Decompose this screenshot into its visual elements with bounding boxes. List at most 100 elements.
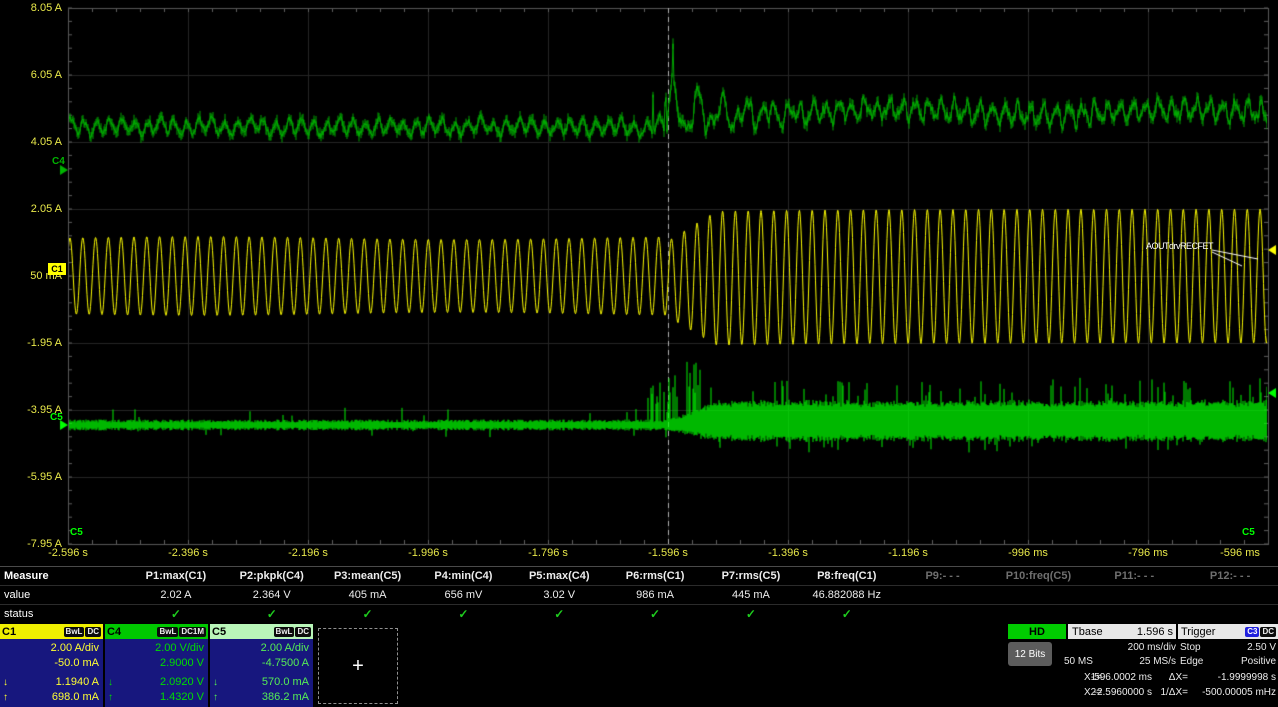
descriptor-line-text: 2.00 A/div: [51, 642, 99, 654]
waveform-annotation-label: AOUTdrvRECFET: [1146, 241, 1213, 251]
measure-status-ok-icon: ✓: [511, 607, 607, 621]
measure-param-header[interactable]: P10:freq(C5): [991, 570, 1087, 582]
descriptor-title: C5: [212, 626, 226, 638]
x-axis-label: -996 ms: [1008, 547, 1048, 559]
descriptor-badge: BwL: [157, 627, 178, 637]
descriptor-offset: 2.9000 V: [105, 656, 208, 671]
measure-value: 46.882088 Hz: [799, 589, 895, 601]
adc-bits-label: 12 Bits: [1015, 649, 1046, 660]
x-axis-label: -596 ms: [1220, 547, 1260, 559]
y-axis-label: 2.05 A: [2, 203, 62, 215]
cursor-invdx-label: 1/ΔX=: [1160, 687, 1188, 698]
measure-value: 986 mA: [607, 589, 703, 601]
timebase-sampling: 50 MS 25 MS/s: [1064, 656, 1176, 667]
measure-param-header[interactable]: P8:freq(C1): [799, 570, 895, 582]
trigger-type: Edge: [1180, 656, 1203, 667]
waveform-display: 8.05 A6.05 A4.05 A2.05 A50 mA-1.95 A-3.9…: [0, 0, 1278, 564]
x-axis-label: -2.396 s: [168, 547, 208, 559]
descriptor-header: C4 BwLDC1M: [105, 624, 208, 639]
trigger-box[interactable]: Trigger C3 DC: [1178, 624, 1278, 639]
waveform-canvas: [0, 0, 1278, 546]
descriptor-title: C4: [107, 626, 121, 638]
measure-value-row: value2.02 A2.364 V405 mA656 mV3.02 V986 …: [0, 586, 1278, 605]
descriptor-line-text: 2.00 A/div: [261, 642, 309, 654]
measure-param-header[interactable]: P2:pkpk(C4): [224, 570, 320, 582]
adc-bits-box: 12 Bits: [1008, 642, 1052, 666]
measure-param-header[interactable]: P12:- - -: [1182, 570, 1278, 582]
y-axis-label: -5.95 A: [2, 471, 62, 483]
x-axis-label: -2.196 s: [288, 547, 328, 559]
descriptor-header: C5 BwLDC: [210, 624, 313, 639]
descriptor-badge: DC: [85, 627, 101, 637]
x-axis-label: -1.996 s: [408, 547, 448, 559]
descriptor-badges: BwLDC: [64, 627, 101, 637]
corner-channel-label: C5: [70, 527, 83, 538]
measure-status-ok-icon: ✓: [320, 607, 416, 621]
measure-value: 3.02 V: [511, 589, 607, 601]
sample-count: 50 MS: [1064, 656, 1093, 667]
measure-status-ok-icon: ✓: [799, 607, 895, 621]
trigger-label: Trigger: [1178, 626, 1215, 638]
descriptor-badge: DC1M: [179, 627, 206, 637]
trigger-mode: Stop: [1180, 642, 1201, 653]
measure-status-ok-icon: ✓: [416, 607, 512, 621]
channel-marker-c4[interactable]: C4: [52, 156, 65, 167]
channel-marker-c5[interactable]: C5: [50, 412, 63, 423]
channel-marker-c1[interactable]: C1: [48, 263, 66, 275]
descriptor-badges: BwLDC: [274, 627, 311, 637]
timebase-box[interactable]: Tbase 1.596 s: [1068, 624, 1176, 639]
measure-header-row: MeasureP1:max(C1)P2:pkpk(C4)P3:mean(C5)P…: [0, 567, 1278, 586]
descriptor-offset: -4.7500 A: [210, 656, 313, 671]
sample-rate: 25 MS/s: [1139, 656, 1176, 667]
descriptor-badge: BwL: [64, 627, 85, 637]
measure-param-header[interactable]: P11:- - -: [1086, 570, 1182, 582]
descriptor-line-text: 2.9000 V: [160, 657, 204, 669]
measure-param-header[interactable]: P5:max(C4): [511, 570, 607, 582]
measure-status-ok-icon: ✓: [224, 607, 320, 621]
x-axis-label: -1.396 s: [768, 547, 808, 559]
measure-param-header[interactable]: P7:rms(C5): [703, 570, 799, 582]
timebase-scale: 200 ms/div: [1058, 642, 1176, 653]
y-axis-label: 6.05 A: [2, 69, 62, 81]
descriptor-scale: 2.00 A/div: [210, 641, 313, 656]
trigger-status-row: Stop 2.50 V: [1180, 642, 1276, 653]
cursor-dx-label: ΔX=: [1169, 672, 1188, 683]
x-axis-label: -796 ms: [1128, 547, 1168, 559]
measure-param-header[interactable]: P1:max(C1): [128, 570, 224, 582]
timebase-label: Tbase: [1068, 626, 1103, 638]
measure-value: 2.364 V: [224, 589, 320, 601]
descriptor-offset: -50.0 mA: [0, 656, 103, 671]
measure-row-label: Measure: [0, 570, 128, 582]
measure-param-header[interactable]: P9:- - -: [895, 570, 991, 582]
trigger-level: 2.50 V: [1247, 642, 1276, 653]
descriptor-scale: 2.00 V/div: [105, 641, 208, 656]
measure-status-ok-icon: ✓: [703, 607, 799, 621]
descriptor-scale: 2.00 A/div: [0, 641, 103, 656]
measure-param-header[interactable]: P4:min(C4): [416, 570, 512, 582]
cursor-x2-value: -2.5960000 s: [1094, 687, 1152, 698]
measure-row-label: value: [0, 589, 128, 601]
timebase-delay: 1.596 s: [1137, 626, 1176, 638]
descriptor-line-text: 2.00 V/div: [155, 642, 204, 654]
measure-param-header[interactable]: P3:mean(C5): [320, 570, 416, 582]
measure-row-label: status: [0, 608, 128, 620]
descriptor-title: C1: [2, 626, 16, 638]
descriptor-line-text: -4.7500 A: [262, 657, 309, 669]
trigger-coupling-badge: DC: [1260, 627, 1276, 637]
measure-value: 445 mA: [703, 589, 799, 601]
measure-table: MeasureP1:max(C1)P2:pkpk(C4)P3:mean(C5)P…: [0, 566, 1278, 624]
hd-label: HD: [1029, 626, 1045, 638]
measure-param-header[interactable]: P6:rms(C1): [607, 570, 703, 582]
descriptor-header: C1 BwLDC: [0, 624, 103, 639]
descriptor-badge: BwL: [274, 627, 295, 637]
x-axis-label: -1.596 s: [648, 547, 688, 559]
cursor-dx-value: -1.9999998 s: [1218, 672, 1276, 683]
measure-status-ok-icon: ✓: [128, 607, 224, 621]
descriptor-badge: DC: [295, 627, 311, 637]
hd-mode-box[interactable]: HD: [1008, 624, 1066, 639]
x-axis-label: -1.196 s: [888, 547, 928, 559]
measure-value: 405 mA: [320, 589, 416, 601]
y-axis-label: 8.05 A: [2, 2, 62, 14]
cursor-x1-value: -596.0002 ms: [1091, 672, 1152, 683]
oscilloscope-screen: 8.05 A6.05 A4.05 A2.05 A50 mA-1.95 A-3.9…: [0, 0, 1278, 707]
